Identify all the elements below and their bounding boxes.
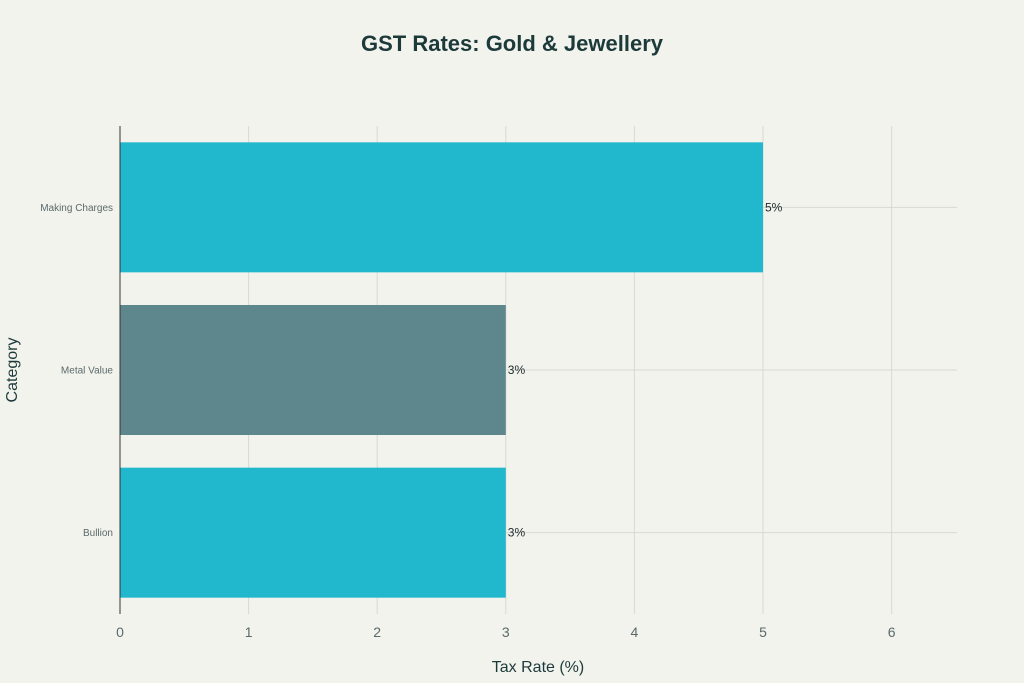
- x-tick-label: 6: [888, 624, 896, 640]
- y-tick-label: Bullion: [83, 528, 113, 539]
- bars: [120, 142, 763, 598]
- x-tick-labels: 0 1 2 3 4 5 6: [116, 624, 896, 640]
- bar-value-label: 5%: [765, 200, 783, 214]
- chart-title: GST Rates: Gold & Jewellery: [361, 31, 664, 56]
- x-axis-title: Tax Rate (%): [492, 659, 584, 676]
- x-tick-label: 4: [631, 624, 639, 640]
- bar-value-label: 3%: [508, 526, 526, 540]
- x-tick-label: 3: [502, 624, 510, 640]
- bar: [120, 142, 763, 273]
- y-tick-labels: Bullion Metal Value Making Charges: [40, 203, 113, 539]
- bar: [120, 467, 506, 598]
- x-tick-label: 0: [116, 624, 124, 640]
- x-tick-label: 5: [759, 624, 767, 640]
- y-tick-label: Metal Value: [61, 366, 114, 377]
- y-tick-label: Making Charges: [40, 203, 113, 214]
- data-labels: 3% 3% 5%: [508, 200, 783, 539]
- x-tick-label: 2: [373, 624, 381, 640]
- bar-value-label: 3%: [508, 363, 526, 377]
- x-tick-label: 1: [245, 624, 253, 640]
- bar: [120, 305, 506, 435]
- y-axis-title: Category: [4, 338, 21, 403]
